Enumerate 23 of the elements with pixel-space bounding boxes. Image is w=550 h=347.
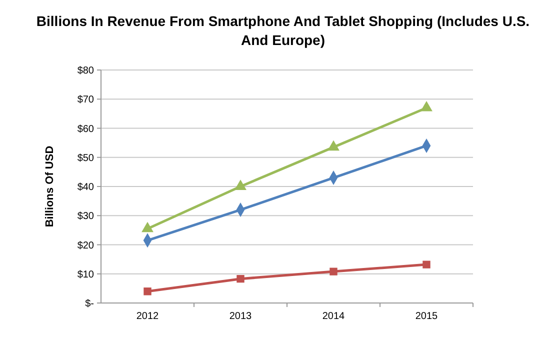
y-tick-label: $70 bbox=[77, 94, 94, 106]
point bbox=[420, 101, 432, 112]
point bbox=[234, 180, 246, 190]
point bbox=[144, 287, 152, 296]
y-tick-label: $50 bbox=[77, 152, 94, 164]
x-tick-label: 2012 bbox=[136, 311, 160, 322]
y-tick-label: $- bbox=[85, 298, 94, 310]
y-tick-label: $40 bbox=[77, 182, 94, 193]
point bbox=[236, 274, 244, 283]
x-tick-label: 2013 bbox=[229, 311, 252, 322]
x-tick-label: 2015 bbox=[415, 311, 438, 322]
y-tick-label: $20 bbox=[77, 240, 94, 252]
point bbox=[142, 222, 154, 232]
x-tick-label: 2014 bbox=[322, 311, 346, 322]
point bbox=[330, 268, 338, 276]
y-axis-title: Billions Of USD bbox=[44, 146, 56, 228]
y-tick-label: $60 bbox=[77, 124, 94, 135]
chart-title: Billions In Revenue From Smartphone And Tablet Shopping (Includes U.S. And Europe) bbox=[36, 13, 530, 48]
point bbox=[328, 140, 340, 151]
y-tick-label: $10 bbox=[77, 269, 94, 280]
point bbox=[422, 260, 430, 268]
y-tick-label: $80 bbox=[77, 66, 94, 76]
y-tick-label: $30 bbox=[77, 211, 94, 222]
